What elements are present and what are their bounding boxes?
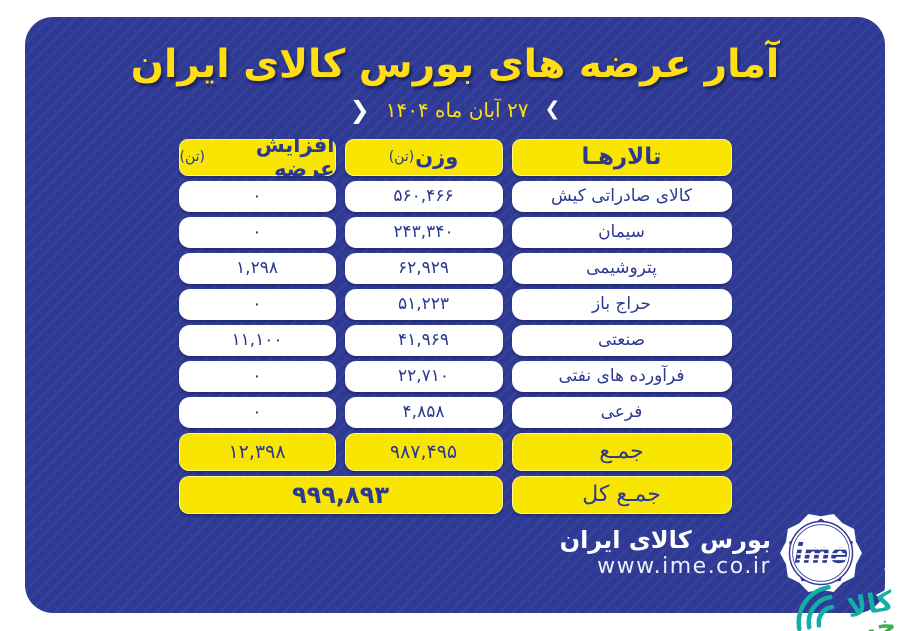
chevron-left-ornament-icon: ❮ bbox=[544, 98, 561, 121]
column-header-increase-label: افزایش عرضه bbox=[255, 133, 335, 182]
column-header-weight-unit: (تن) bbox=[388, 149, 415, 166]
ime-logo-icon: ime bbox=[780, 514, 862, 592]
weight-cell: ۲۴۳,۳۴۰ bbox=[344, 216, 503, 248]
column-header-increase-unit: (تن) bbox=[179, 149, 205, 166]
date-row: ❯ ۲۷ آبان ماه ۱۴۰۴ ❮ bbox=[25, 98, 885, 122]
blue-panel: آمار عرضه های بورس کالای ایران ❯ ۲۷ آبان… bbox=[25, 17, 885, 613]
hall-cell: کالای صادراتی کیش bbox=[511, 180, 732, 212]
increase-cell: ۱۱,۱۰۰ bbox=[178, 324, 336, 356]
hall-cell: فرعی bbox=[511, 396, 732, 428]
column-header-increase: افزایش عرضه (تن) bbox=[178, 133, 336, 181]
weight-cell: ۵۶۰,۴۶۶ bbox=[344, 180, 503, 212]
column-header-weight-label: وزن bbox=[415, 145, 459, 170]
supply-table: تالارهـا وزن (تن) افزایش عرضه (تن) کالای ص… bbox=[178, 133, 732, 514]
column-header-halls: تالارهـا bbox=[511, 138, 732, 176]
total-increase: ۱۲,۳۹۸ bbox=[178, 432, 336, 471]
increase-cell: ۱,۲۹۸ bbox=[178, 252, 336, 284]
total-label: جمـع bbox=[511, 432, 732, 471]
grand-total-label: جمـع کل bbox=[511, 475, 732, 514]
hall-cell: سیمان bbox=[511, 216, 732, 248]
website-url: www.ime.co.ir bbox=[597, 554, 771, 580]
footer-text: بورس کالای ایران www.ime.co.ir bbox=[559, 525, 771, 580]
hall-cell: صنعتی bbox=[511, 324, 732, 356]
weight-cell: ۲۲,۷۱۰ bbox=[344, 360, 503, 392]
hall-cell: حراج باز bbox=[511, 288, 732, 320]
kalakhabar-watermark-icon: کالا خبر bbox=[796, 558, 900, 631]
increase-cell: ۰ bbox=[178, 396, 336, 428]
page-title: آمار عرضه های بورس کالای ایران bbox=[130, 42, 780, 87]
org-name: بورس کالای ایران bbox=[559, 525, 771, 554]
hall-cell: پتروشیمی bbox=[511, 252, 732, 284]
column-header-weight: وزن (تن) bbox=[344, 138, 503, 176]
weight-cell: ۴۱,۹۶۹ bbox=[344, 324, 503, 356]
increase-cell: ۰ bbox=[178, 216, 336, 248]
chevron-right-ornament-icon: ❯ bbox=[349, 95, 370, 124]
hall-cell: فرآورده های نفتی bbox=[511, 360, 732, 392]
total-weight: ۹۸۷,۴۹۵ bbox=[344, 432, 503, 471]
increase-cell: ۰ bbox=[178, 288, 336, 320]
weight-cell: ۴,۸۵۸ bbox=[344, 396, 503, 428]
grand-total-value: ۹۹۹,۸۹۳ bbox=[178, 475, 503, 514]
increase-cell: ۰ bbox=[178, 180, 336, 212]
weight-cell: ۶۲,۹۲۹ bbox=[344, 252, 503, 284]
date-label: ۲۷ آبان ماه ۱۴۰۴ bbox=[385, 97, 529, 122]
weight-cell: ۵۱,۲۲۳ bbox=[344, 288, 503, 320]
svg-text:خبر: خبر bbox=[844, 609, 898, 631]
increase-cell: ۰ bbox=[178, 360, 336, 392]
footer: بورس کالای ایران www.ime.co.ir ime bbox=[560, 511, 863, 595]
